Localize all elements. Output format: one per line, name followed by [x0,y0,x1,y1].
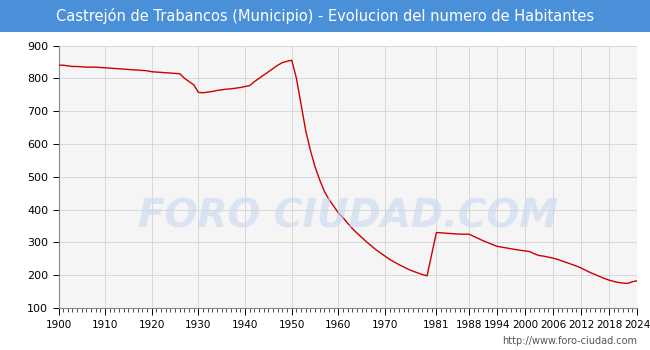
Text: FORO CIUDAD.COM: FORO CIUDAD.COM [138,197,558,235]
Text: http://www.foro-ciudad.com: http://www.foro-ciudad.com [502,336,637,346]
Text: Castrejón de Trabancos (Municipio) - Evolucion del numero de Habitantes: Castrejón de Trabancos (Municipio) - Evo… [56,8,594,24]
